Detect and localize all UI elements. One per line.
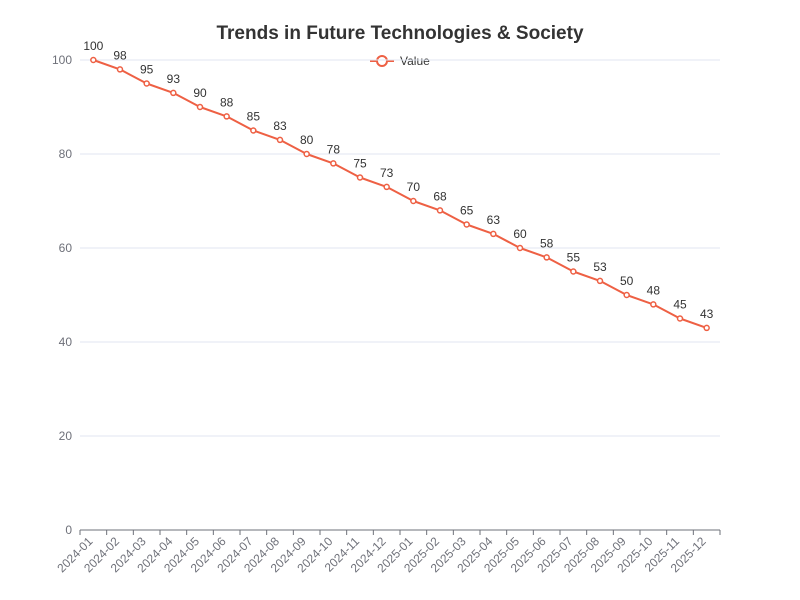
data-point[interactable] xyxy=(516,244,524,252)
data-label: 98 xyxy=(113,48,127,62)
y-tick-label: 60 xyxy=(59,241,73,255)
y-tick-label: 20 xyxy=(59,429,73,443)
data-point[interactable] xyxy=(276,136,284,144)
data-point[interactable] xyxy=(250,127,257,134)
axes: 0204060801002024-012024-022024-032024-04… xyxy=(52,53,721,575)
data-point[interactable] xyxy=(223,113,230,120)
data-point[interactable] xyxy=(196,103,204,111)
data-labels: 100 98 95 93 90 88 85 83 80 78 75 73 70 68 65 63 60 58 55 5… xyxy=(83,39,713,321)
series-line xyxy=(93,59,707,329)
data-point[interactable] xyxy=(543,254,550,261)
data-label: 60 xyxy=(513,227,527,241)
data-label: 78 xyxy=(327,142,341,156)
data-point[interactable] xyxy=(463,221,470,228)
data-point[interactable] xyxy=(676,315,684,322)
data-point[interactable] xyxy=(143,80,150,87)
data-label: 43 xyxy=(700,307,714,321)
grid-lines xyxy=(80,59,720,437)
data-point[interactable] xyxy=(650,301,657,308)
y-tick-label: 40 xyxy=(59,335,73,349)
data-label: 90 xyxy=(193,86,207,100)
data-label: 68 xyxy=(433,189,447,203)
legend-label: Value xyxy=(400,54,430,68)
data-label: 50 xyxy=(620,274,634,288)
y-tick-label: 0 xyxy=(65,523,72,537)
data-point[interactable] xyxy=(436,207,444,214)
data-point[interactable] xyxy=(356,174,364,181)
y-tick-label: 100 xyxy=(52,53,72,67)
data-label: 55 xyxy=(567,251,581,265)
data-label: 83 xyxy=(273,119,287,133)
series-value xyxy=(90,56,710,332)
data-label: 85 xyxy=(247,110,261,124)
data-point[interactable] xyxy=(170,89,177,97)
data-label: 93 xyxy=(167,72,181,86)
legend[interactable]: Value xyxy=(370,54,430,68)
data-point[interactable] xyxy=(383,183,390,191)
data-point[interactable] xyxy=(570,268,577,275)
data-label: 70 xyxy=(407,180,421,194)
data-label: 48 xyxy=(647,283,661,297)
data-label: 80 xyxy=(300,133,314,147)
data-point[interactable] xyxy=(623,291,630,299)
data-point[interactable] xyxy=(596,277,604,285)
data-point[interactable] xyxy=(303,150,310,158)
data-point[interactable] xyxy=(410,197,417,205)
data-label: 45 xyxy=(673,298,687,312)
data-label: 75 xyxy=(353,157,367,171)
data-label: 88 xyxy=(220,95,234,109)
data-label: 65 xyxy=(460,204,474,218)
data-point[interactable] xyxy=(330,160,337,167)
data-point[interactable] xyxy=(703,324,710,332)
data-point[interactable] xyxy=(90,56,97,64)
data-label: 95 xyxy=(140,63,154,77)
data-point[interactable] xyxy=(490,230,497,238)
data-point[interactable] xyxy=(116,66,124,73)
data-label: 58 xyxy=(540,236,554,250)
legend-marker-icon xyxy=(376,55,388,67)
chart-title: Trends in Future Technologies & Society xyxy=(216,23,583,44)
y-tick-label: 80 xyxy=(59,147,73,161)
data-label: 63 xyxy=(487,213,501,227)
data-label: 53 xyxy=(593,260,607,274)
data-label: 100 xyxy=(83,39,103,53)
data-label: 73 xyxy=(380,166,394,180)
